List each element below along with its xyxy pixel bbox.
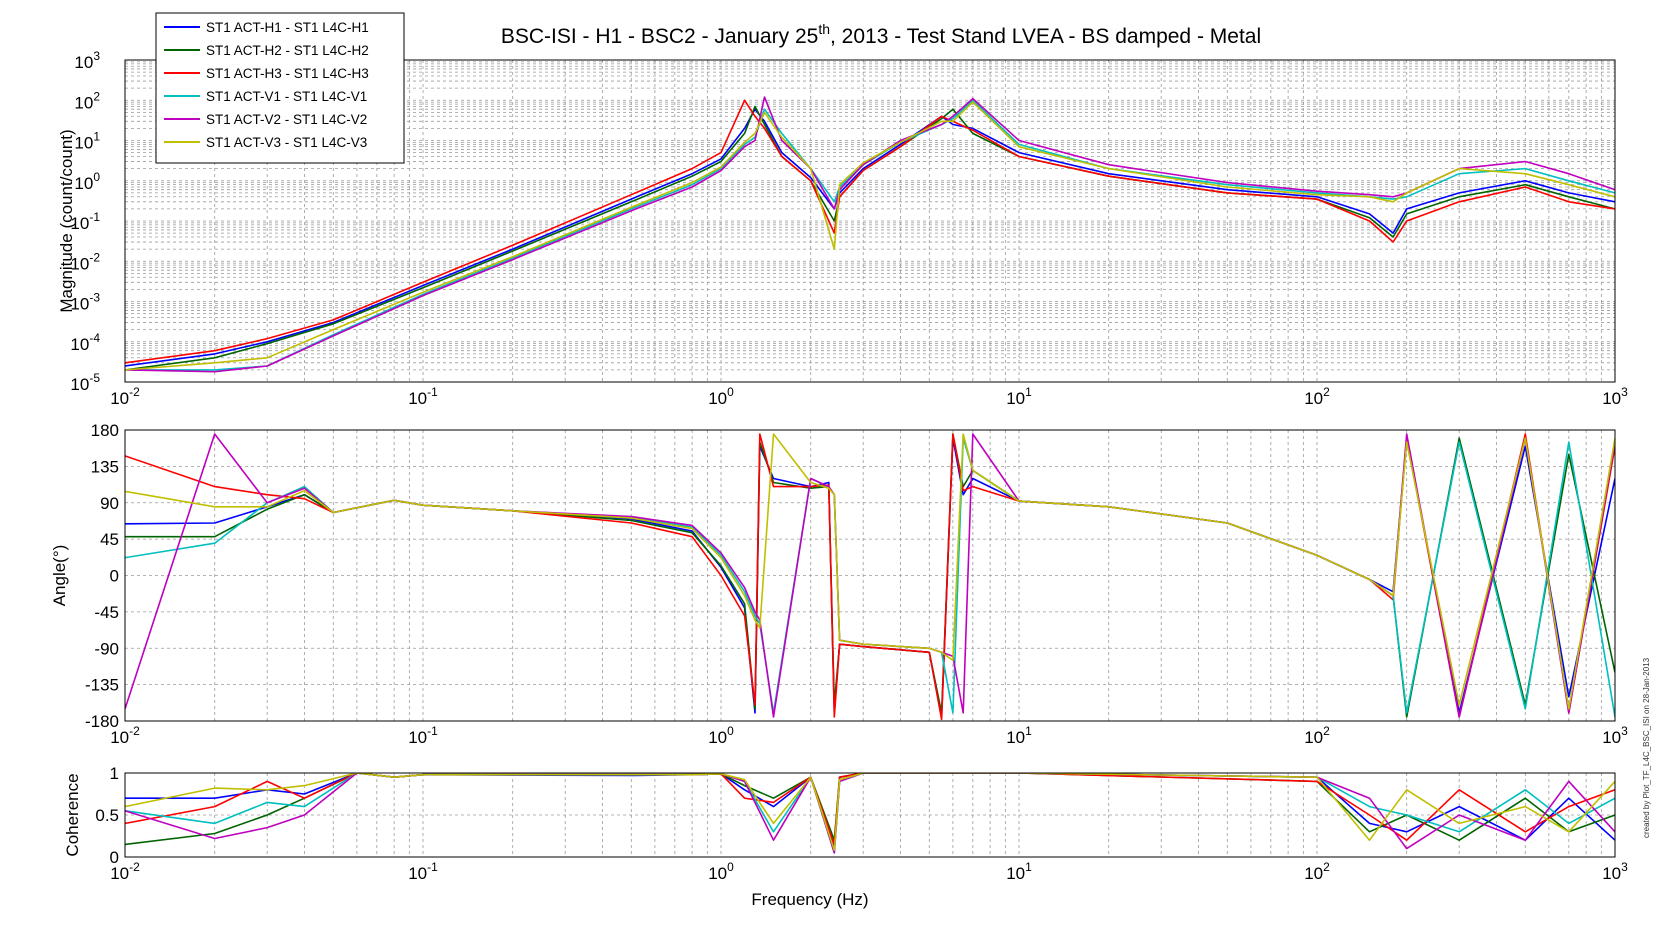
x-tick-label: 100	[708, 860, 734, 883]
plot-frame	[124, 59, 1616, 383]
y-tick-label: 10-3	[70, 291, 100, 314]
legend-box	[155, 12, 405, 164]
series-line-coherence-4	[125, 773, 1615, 854]
legend-entry-label: ST1 ACT-V1 - ST1 L4C-V1	[206, 89, 367, 104]
series-group	[125, 773, 1615, 854]
legend-entry-label: ST1 ACT-H1 - ST1 L4C-H1	[206, 20, 369, 35]
y-tick-label: 0	[110, 848, 119, 867]
series-line-phase-6	[125, 433, 1615, 710]
y-axis-label: Magnitude (count/count)	[57, 129, 76, 312]
y-tick-label: 180	[91, 421, 119, 440]
x-tick-label: 10-1	[408, 385, 438, 408]
series-line-magnitude-5	[125, 96, 1615, 373]
x-tick-label: 10-2	[110, 385, 140, 408]
series-line-magnitude-6	[125, 101, 1615, 371]
y-tick-label: 0	[110, 567, 119, 586]
x-axis-label: Frequency (Hz)	[751, 890, 868, 909]
chart-title: BSC-ISI - H1 - BSC2 - January 25th, 2013…	[501, 21, 1261, 48]
x-tick-label: 100	[708, 724, 734, 747]
x-tick-label: 103	[1602, 860, 1628, 883]
watermark: created by Plot_TF_L4C_BSC_ISI on 28-Jan…	[1642, 657, 1651, 838]
x-tick-label: 10-1	[408, 724, 438, 747]
x-tick-label: 102	[1304, 724, 1330, 747]
y-tick-label: 100	[74, 170, 100, 193]
magnitude-panel: 10-2 10-1 100 101 102 103 10-5 10-4 10-3 10-2 10-1…	[57, 49, 1628, 408]
y-tick-label: 0.5	[95, 806, 119, 825]
x-tick-label: 103	[1602, 724, 1628, 747]
series-group	[125, 96, 1615, 373]
coherence-panel: 10-2 10-1 100 101 102 103 1 0.5 0 Coherence Freque…	[63, 764, 1628, 909]
y-tick-label: -45	[94, 603, 119, 622]
y-tick-label: -135	[85, 676, 119, 695]
y-axis-label: Coherence	[63, 773, 82, 856]
legend-entry-label: ST1 ACT-H3 - ST1 L4C-H3	[206, 66, 369, 81]
y-axis-label: Angle(°)	[50, 545, 69, 607]
y-tick-label: 103	[74, 49, 100, 72]
x-tick-label: 103	[1602, 385, 1628, 408]
y-tick-label: -180	[85, 712, 119, 731]
series-line-magnitude-4	[125, 99, 1615, 371]
phase-panel: 10-2 10-1 100 101 102 103 180 135 90 45 0 -45 -90 -13…	[50, 421, 1628, 747]
x-tick-label: 102	[1304, 385, 1330, 408]
x-tick-label: 101	[1006, 724, 1032, 747]
y-tick-label: 135	[91, 457, 119, 476]
y-tick-label: 10-1	[70, 210, 100, 233]
series-group	[125, 433, 1615, 721]
series-line-coherence-5	[125, 773, 1615, 854]
plot-frame	[124, 429, 1616, 722]
legend-entry-label: ST1 ACT-V3 - ST1 L4C-V3	[206, 135, 367, 150]
y-tick-label: 45	[100, 530, 119, 549]
y-tick-label: 10-2	[70, 250, 100, 273]
y-tick-label: 90	[100, 494, 119, 513]
series-line-coherence-6	[125, 773, 1615, 852]
x-tick-label: 10-2	[110, 724, 140, 747]
y-tick-label: 10-4	[70, 331, 100, 354]
y-tick-label: 1	[110, 764, 119, 783]
x-tick-label: 10-2	[110, 860, 140, 883]
x-tick-label: 102	[1304, 860, 1330, 883]
x-tick-label: 100	[708, 385, 734, 408]
y-tick-label: 101	[74, 130, 100, 153]
plot-frame	[124, 772, 1616, 858]
legend-entry-label: ST1 ACT-V2 - ST1 L4C-V2	[206, 112, 367, 127]
x-tick-label: 101	[1006, 860, 1032, 883]
series-line-coherence-3	[125, 773, 1615, 846]
x-tick-label: 101	[1006, 385, 1032, 408]
legend: ST1 ACT-H1 - ST1 L4C-H1 ST1 ACT-H2 - ST1 …	[155, 12, 405, 164]
y-tick-label: 102	[74, 89, 100, 112]
y-tick-label: -90	[94, 639, 119, 658]
x-tick-label: 10-1	[408, 860, 438, 883]
legend-entry-label: ST1 ACT-H2 - ST1 L4C-H2	[206, 43, 369, 58]
series-line-magnitude-1	[125, 108, 1615, 367]
y-tick-label: 10-5	[70, 371, 100, 394]
series-line-magnitude-3	[125, 99, 1615, 364]
